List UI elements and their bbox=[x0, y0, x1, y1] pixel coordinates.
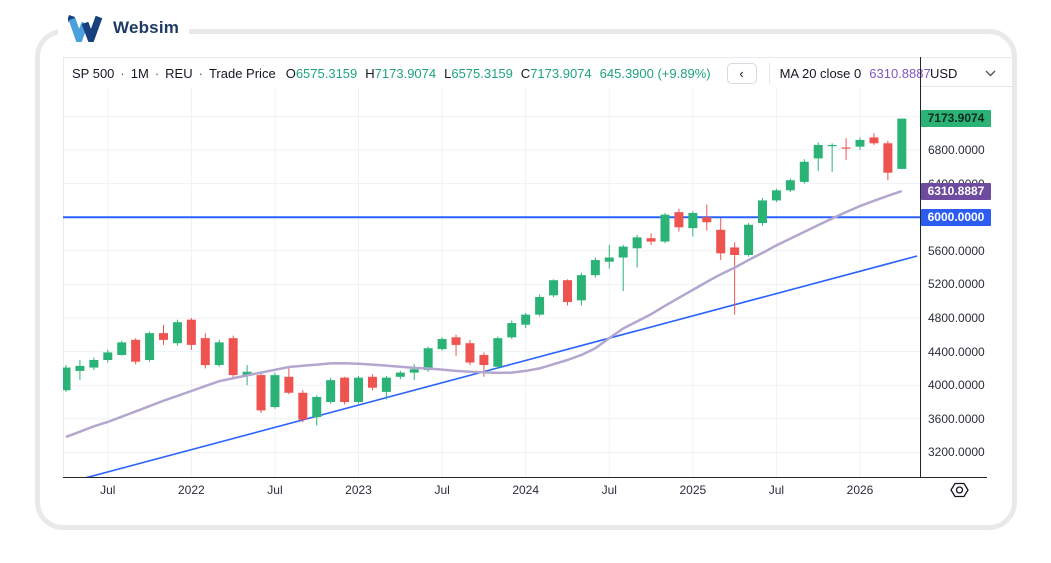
currency-selector[interactable]: USD bbox=[921, 60, 1013, 86]
time-tick-label: Jul bbox=[100, 483, 116, 497]
price-badge-ma: 6310.8887 bbox=[921, 182, 991, 200]
price-tick-label: 3600.0000 bbox=[928, 411, 985, 426]
widget-border-left bbox=[63, 57, 64, 477]
chart-legend: SP 500 · 1M · REU · Trade Price O6575.31… bbox=[72, 62, 931, 84]
ma-indicator-label[interactable]: MA 20 close 0 bbox=[779, 65, 862, 81]
price-tick-label: 3200.0000 bbox=[928, 445, 985, 460]
candlestick-chart[interactable] bbox=[63, 88, 920, 478]
currency-label: USD bbox=[930, 65, 958, 81]
low-value: L6575.3159 bbox=[444, 65, 513, 81]
symbol-name[interactable]: SP 500 bbox=[72, 65, 115, 81]
collapse-legend-button[interactable]: ‹ bbox=[726, 62, 757, 84]
separator: · bbox=[120, 65, 125, 81]
time-tick-label: Jul bbox=[601, 483, 617, 497]
ma-indicator-value: 6310.8887 bbox=[869, 65, 931, 81]
gridlines bbox=[63, 88, 920, 478]
time-tick-label: 2024 bbox=[512, 483, 540, 497]
separator: · bbox=[154, 65, 160, 81]
ma20-line[interactable] bbox=[65, 189, 903, 439]
time-tick-label: Jul bbox=[434, 483, 450, 497]
widget-border-top bbox=[63, 57, 1013, 58]
price-tick-label: 5200.0000 bbox=[928, 277, 985, 292]
price-tick-label: 6800.0000 bbox=[928, 143, 985, 157]
axis-settings-button[interactable] bbox=[946, 481, 972, 499]
time-tick-label: 2025 bbox=[679, 483, 707, 497]
trendline[interactable] bbox=[70, 255, 918, 478]
chevron-down-icon bbox=[985, 70, 996, 76]
time-tick-label: Jul bbox=[267, 483, 283, 497]
legend-divider bbox=[768, 62, 770, 84]
time-tick-label: 2026 bbox=[846, 483, 874, 497]
high-value: H7173.9074 bbox=[365, 65, 437, 81]
time-tick-label: 2022 bbox=[178, 483, 205, 497]
price-tick-label: 4800.0000 bbox=[928, 311, 985, 325]
separator: · bbox=[198, 65, 203, 81]
currency-separator bbox=[921, 86, 1013, 87]
price-type: Trade Price bbox=[208, 65, 276, 81]
price-tick-label: 4000.0000 bbox=[928, 378, 985, 393]
price-badge-last: 7173.9074 bbox=[921, 110, 991, 128]
time-tick-label: 2023 bbox=[345, 483, 372, 497]
settings-icon bbox=[949, 482, 969, 498]
price-tick-label: 4400.0000 bbox=[928, 344, 985, 359]
price-tick-label: 5600.0000 bbox=[928, 243, 985, 258]
websim-w-icon bbox=[68, 15, 103, 42]
data-source: REU bbox=[165, 65, 193, 81]
change-value: 645.3900 (+9.89%) bbox=[599, 65, 711, 81]
candles-group bbox=[63, 118, 907, 426]
close-value: C7173.9074 bbox=[520, 65, 592, 81]
websim-logo[interactable]: Websim bbox=[58, 10, 190, 46]
open-value: O6575.3159 bbox=[285, 65, 358, 81]
time-axis-line bbox=[63, 477, 987, 478]
logo-text: Websim bbox=[113, 18, 180, 37]
time-tick-label: Jul bbox=[768, 483, 785, 497]
price-badge-level: 6000.0000 bbox=[921, 208, 991, 226]
price-axis-line bbox=[920, 57, 921, 478]
interval[interactable]: 1M bbox=[130, 65, 149, 81]
